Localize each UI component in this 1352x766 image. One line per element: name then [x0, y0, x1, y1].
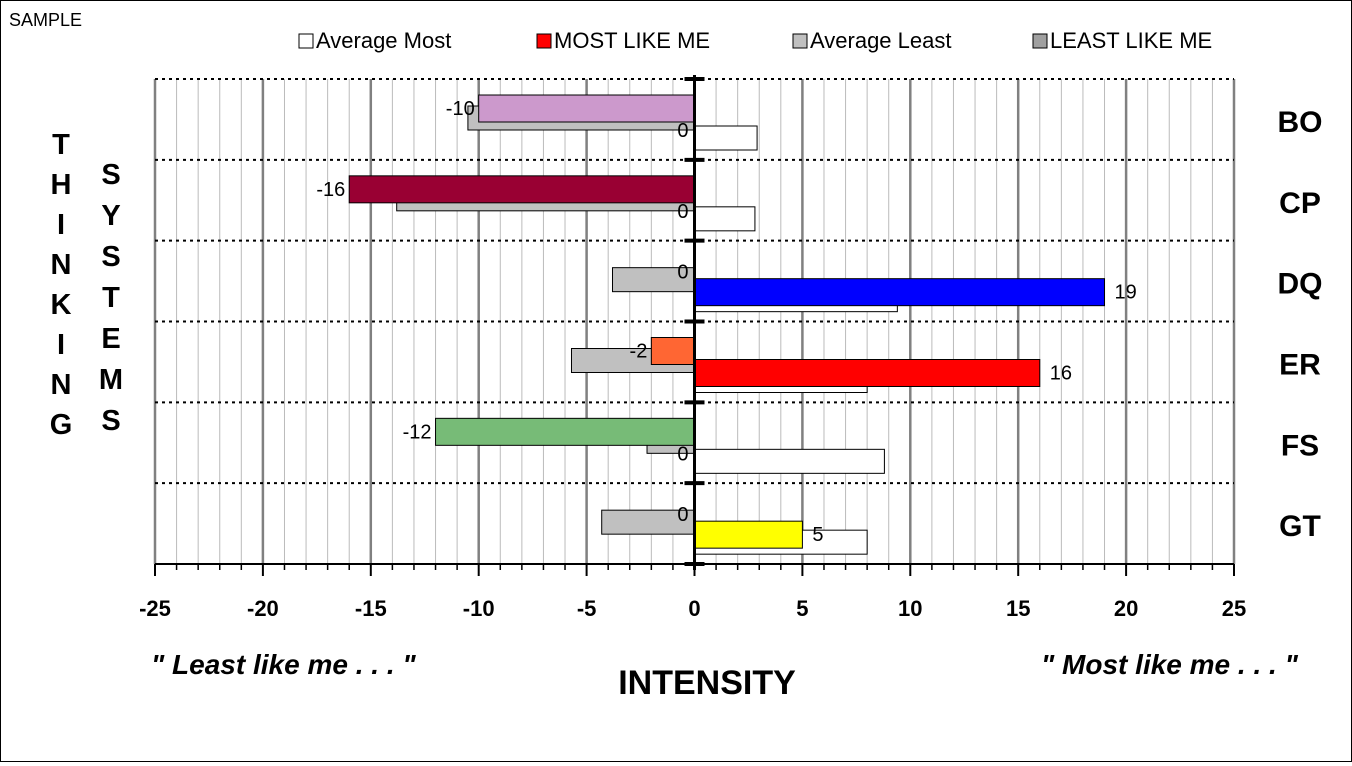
- least-like-me-label: -16: [316, 179, 345, 201]
- category-label: GT: [1279, 510, 1321, 543]
- least-like-me-bar: [650, 337, 696, 365]
- side-letter: K: [51, 289, 72, 321]
- axes: -25 -20 -15 -10 -5 0 5 10 15 20 25: [139, 75, 1246, 621]
- side-letter: T: [102, 282, 120, 314]
- average-most-bar: [694, 206, 756, 232]
- x-left-caption: " Least like me . . . ": [151, 649, 416, 680]
- x-tick-label: 0: [688, 596, 700, 621]
- most-like-me-label: 0: [677, 443, 688, 465]
- most-like-me-label: 5: [812, 524, 823, 546]
- least-like-me-label: -2: [630, 341, 648, 363]
- most-like-me-label: 19: [1115, 282, 1137, 304]
- x-tick-label: -10: [463, 596, 495, 621]
- most-like-me-label: 0: [677, 120, 688, 142]
- least-like-me-label: 0: [677, 262, 688, 284]
- average-least-bar: [601, 509, 695, 535]
- side-letter: I: [57, 329, 65, 361]
- side-letter: G: [50, 409, 73, 441]
- side-letter: M: [99, 364, 123, 396]
- category-label: ER: [1279, 349, 1321, 382]
- x-tick-label: -20: [247, 596, 279, 621]
- side-letter: S: [101, 241, 120, 273]
- least-like-me-label: -10: [446, 98, 475, 120]
- most-like-me-bar: [694, 278, 1106, 307]
- legend-label: Average Least: [810, 28, 951, 53]
- legend-swatch: [1032, 33, 1048, 49]
- least-like-me-bar: [478, 94, 696, 123]
- legend-label: MOST LIKE ME: [554, 28, 710, 53]
- legend: Average Most MOST LIKE ME Average Least LEA…: [298, 28, 1212, 53]
- least-like-me-bar: [348, 175, 695, 204]
- x-axis-title: INTENSITY: [618, 664, 796, 702]
- least-like-me-bar: [435, 417, 695, 446]
- category-label: CP: [1279, 187, 1321, 220]
- side-letter: H: [51, 169, 72, 201]
- average-most-bar: [694, 448, 885, 474]
- x-tick-label: 15: [1006, 596, 1030, 621]
- least-like-me-label: -12: [403, 421, 432, 443]
- side-letter: N: [51, 249, 72, 281]
- legend-swatch: [792, 33, 808, 49]
- sample-label: SAMPLE: [9, 10, 82, 30]
- category-label: FS: [1281, 429, 1319, 462]
- x-tick-label: 20: [1114, 596, 1138, 621]
- legend-label: LEAST LIKE ME: [1050, 28, 1212, 53]
- average-most-bar: [694, 125, 758, 151]
- side-letter: I: [57, 209, 65, 241]
- most-like-me-label: 0: [677, 201, 688, 223]
- legend-swatch: [298, 33, 314, 49]
- x-tick-label: 10: [898, 596, 922, 621]
- side-letter: N: [51, 369, 72, 401]
- most-like-me-bar: [694, 359, 1041, 387]
- side-letter: S: [101, 159, 120, 191]
- side-letter: E: [101, 323, 120, 355]
- category-label: DQ: [1278, 268, 1323, 301]
- category-label: BO: [1278, 106, 1323, 139]
- x-tick-label: 25: [1222, 596, 1246, 621]
- side-letter: T: [52, 129, 70, 161]
- legend-label: Average Most: [316, 28, 451, 53]
- side-letter: Y: [101, 200, 120, 232]
- x-right-caption: " Most like me . . . ": [1041, 649, 1299, 680]
- side-letter: S: [101, 405, 120, 437]
- x-tick-label: -25: [139, 596, 171, 621]
- most-like-me-label: 16: [1050, 363, 1072, 385]
- bars: -10 0 BO -16 0 CP 0 19 DQ -2 16 ER -12 0 FS 0 5 GT: [316, 94, 1323, 555]
- x-tick-label: 5: [796, 596, 808, 621]
- most-like-me-bar: [694, 520, 803, 549]
- least-like-me-label: 0: [677, 504, 688, 526]
- x-tick-label: -15: [355, 596, 387, 621]
- legend-swatch: [536, 33, 552, 49]
- x-tick-label: -5: [577, 596, 597, 621]
